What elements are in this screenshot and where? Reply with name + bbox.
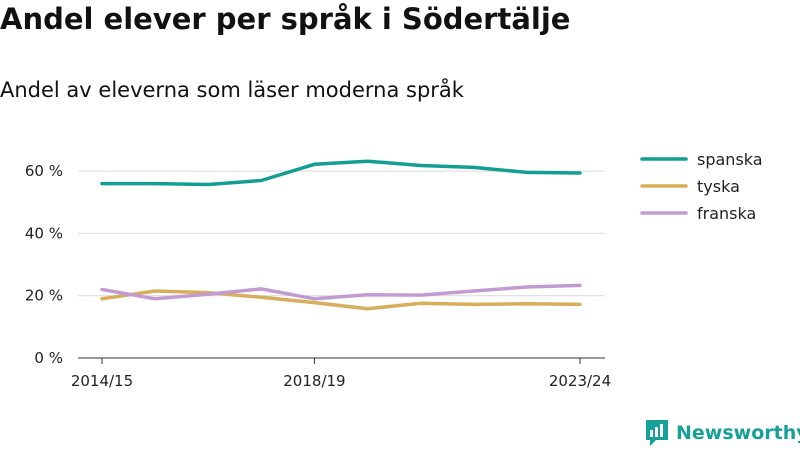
y-tick-label: 20 % [25, 287, 63, 305]
newsworthy-logo-icon [646, 420, 668, 446]
legend-label-tyska: tyska [697, 177, 740, 196]
legend-label-spanska: spanska [697, 150, 763, 169]
legend: spanska tyska franska [640, 150, 763, 223]
axes: 0 % 20 % 40 % 60 % 2014/15 2018/19 2023/24 [25, 162, 611, 390]
x-tick-label: 2023/24 [549, 372, 611, 390]
x-tick-label: 2018/19 [283, 372, 345, 390]
series-line-tyska [100, 289, 582, 311]
legend-label-franska: franska [697, 204, 756, 223]
newsworthy-wordmark: Newsworthy [676, 422, 800, 444]
x-tick-label: 2014/15 [71, 372, 133, 390]
newsworthy-logo: Newsworthy [644, 418, 800, 448]
grid-lines [78, 170, 605, 297]
y-tick-label: 0 % [34, 349, 63, 367]
y-tick-label: 60 % [25, 162, 63, 180]
series-line-franska [100, 283, 582, 301]
y-tick-label: 40 % [25, 224, 63, 242]
series-lines [100, 159, 582, 311]
series-line-spanska [100, 159, 582, 187]
chart-title: Andel elever per språk i Södertälje [0, 2, 571, 36]
chart-subtitle: Andel av eleverna som läser moderna språ… [0, 78, 464, 102]
